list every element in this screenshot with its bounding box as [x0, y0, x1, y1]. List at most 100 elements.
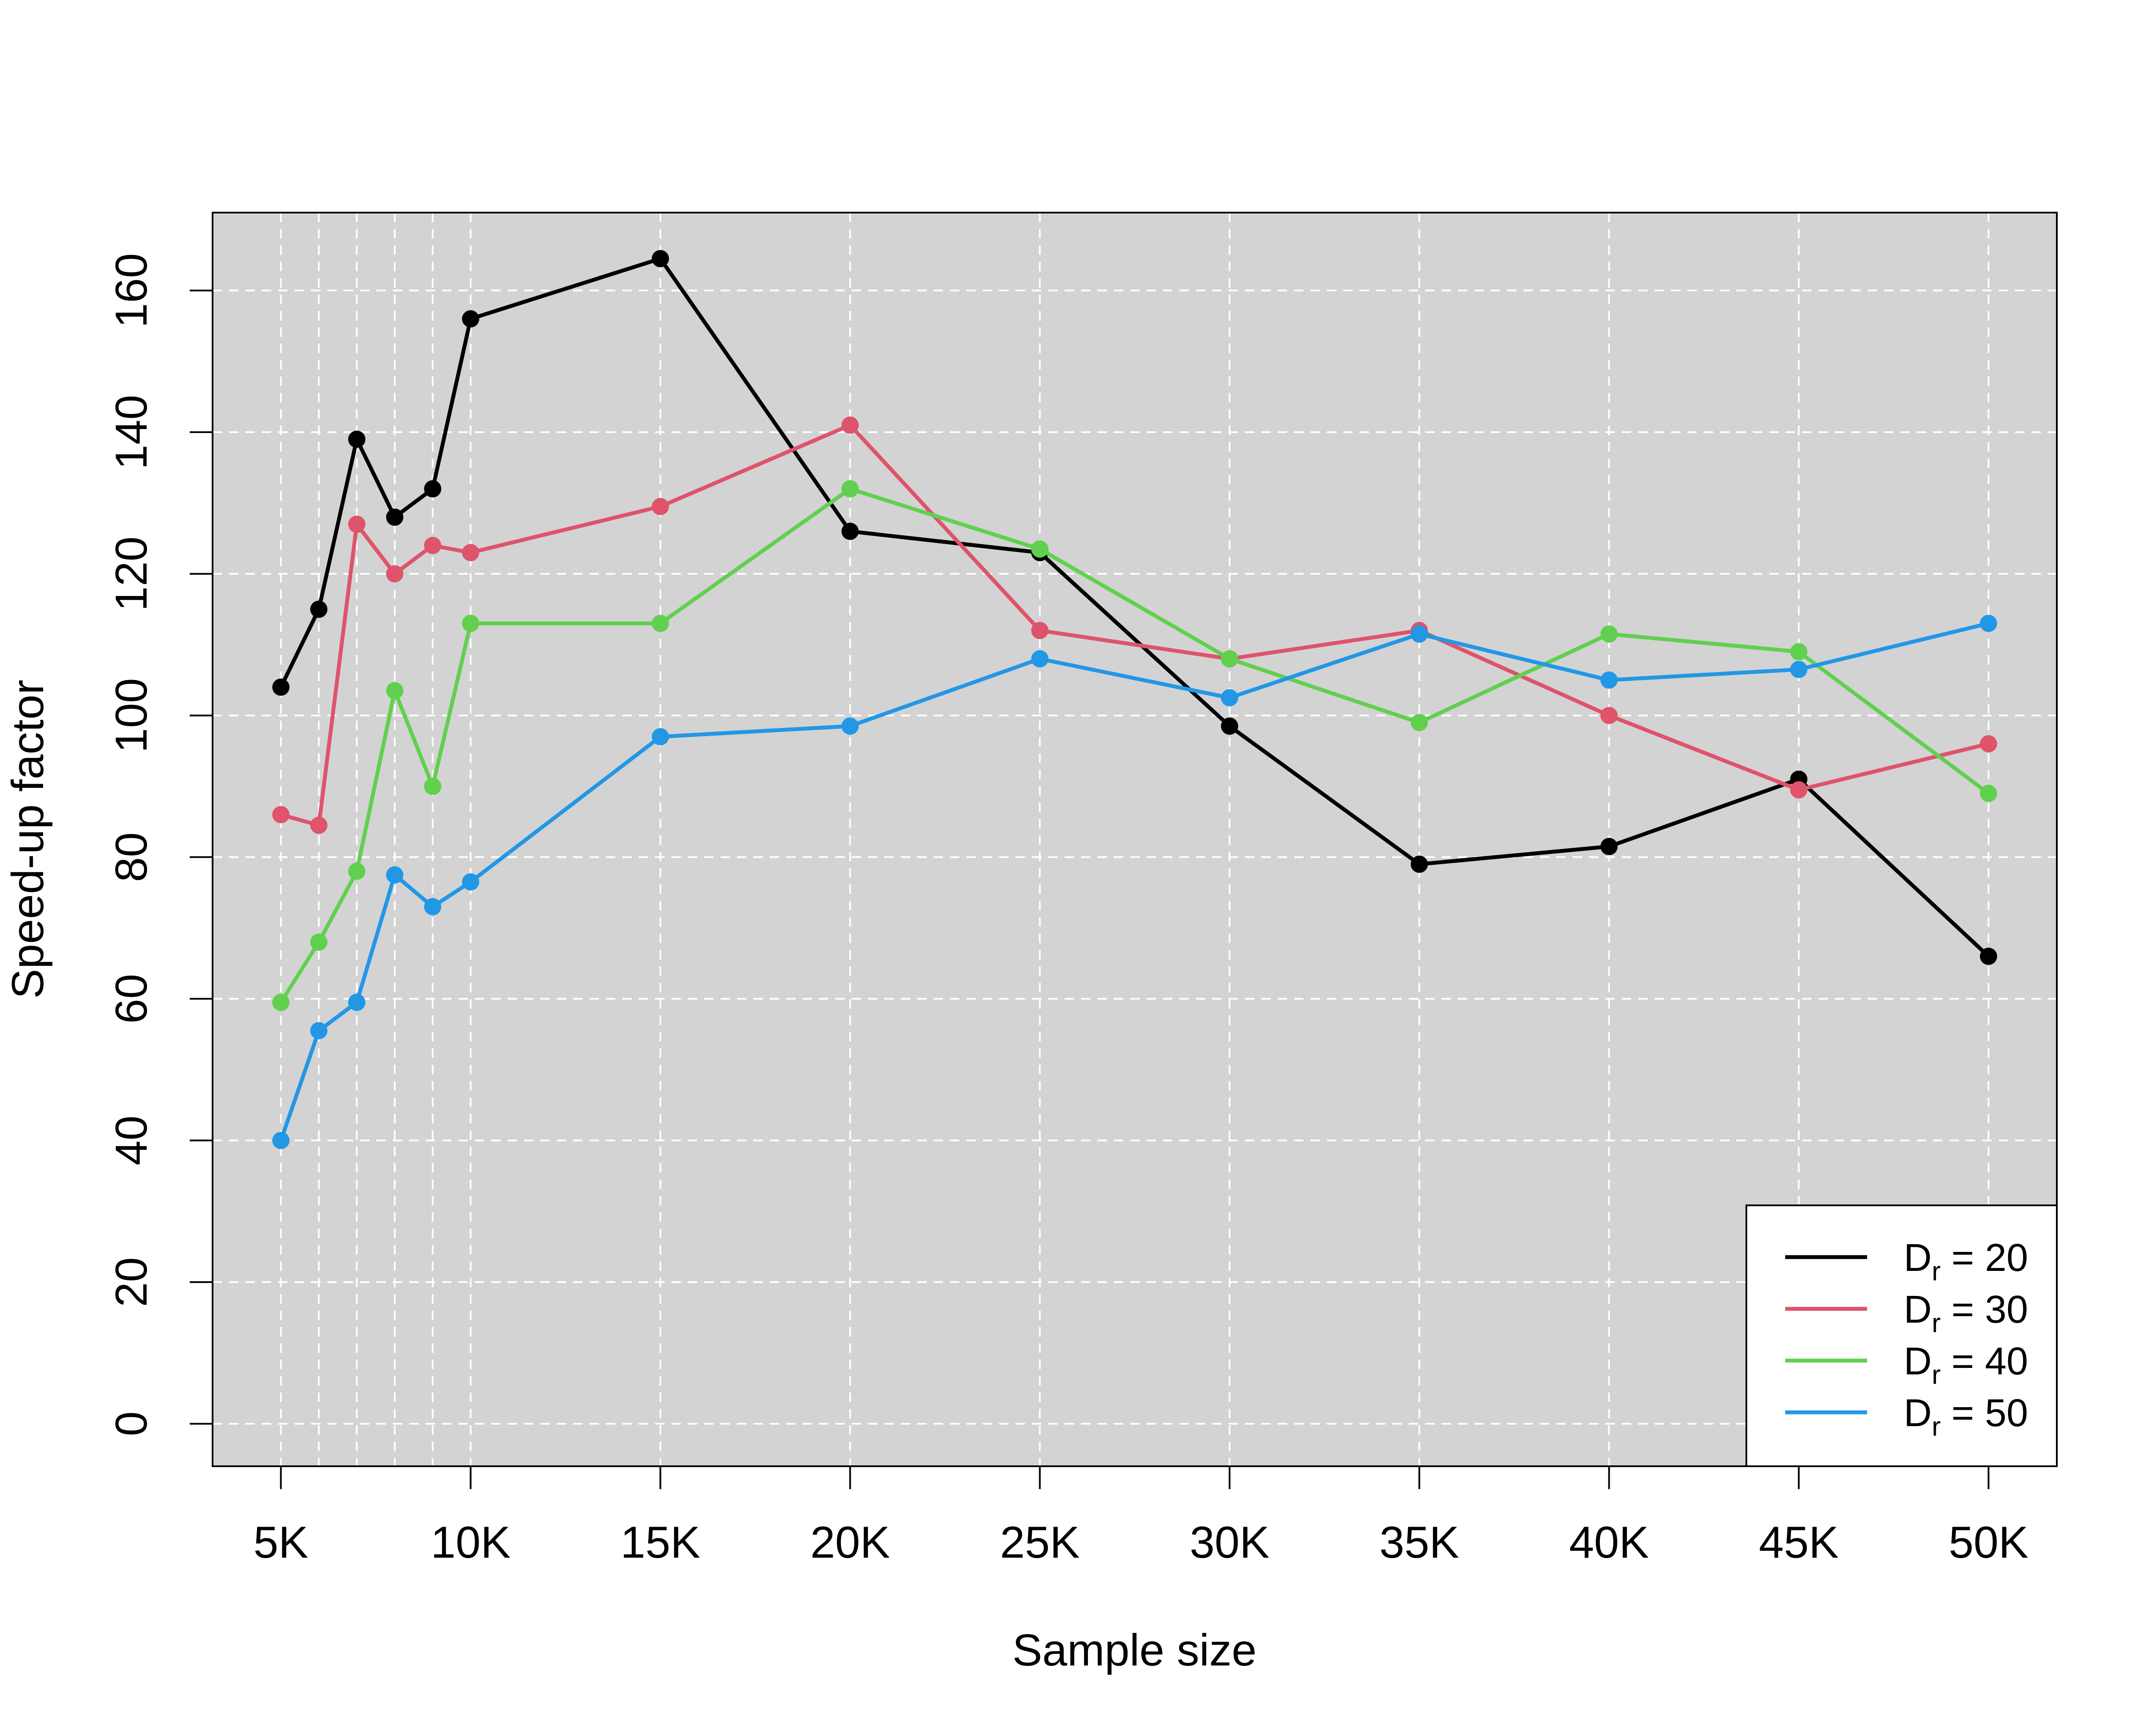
x-tick-label: 15K: [620, 1518, 700, 1568]
data-point: [462, 873, 479, 891]
x-tick-label: 50K: [1949, 1518, 2028, 1568]
data-point: [348, 994, 366, 1011]
x-tick-label: 35K: [1379, 1518, 1459, 1568]
legend-label-symbol: D: [1904, 1288, 1932, 1331]
legend-label-value: = 40: [1941, 1340, 2028, 1383]
data-point: [386, 565, 404, 583]
series-line: [280, 423, 1989, 828]
data-point: [462, 310, 479, 328]
data-point: [1410, 714, 1428, 731]
legend-label: Dr = 20: [1904, 1236, 2028, 1286]
data-point: [272, 678, 290, 696]
x-axis: 5K 10K 15K 20K 25K 30K 35K 40K 45K 50K: [254, 1465, 2028, 1568]
data-point: [1410, 625, 1428, 643]
y-tick-label: 0: [107, 1411, 157, 1436]
legend-label-value: = 20: [1941, 1236, 2028, 1280]
data-point: [652, 615, 669, 632]
legend-label-subscript: r: [1932, 1412, 1941, 1442]
legend-item: Dr = 30: [1785, 1288, 2028, 1338]
data-point: [841, 717, 859, 735]
y-tick-label: 140: [107, 395, 157, 470]
data-point: [386, 508, 404, 526]
data-point: [1790, 661, 1808, 678]
x-tick-label: 45K: [1759, 1518, 1839, 1568]
data-point: [1980, 615, 1997, 632]
data-point: [424, 480, 442, 498]
data-point: [1790, 781, 1808, 799]
data-point: [386, 866, 404, 884]
data-point: [1980, 735, 1997, 753]
data-point: [1600, 837, 1618, 855]
data-point: [386, 682, 404, 699]
grid-lines: [213, 213, 2057, 1466]
data-point: [841, 416, 859, 434]
data-point: [310, 933, 328, 951]
data-point: [1410, 855, 1428, 873]
data-point: [424, 536, 442, 554]
x-tick-label: 40K: [1569, 1518, 1649, 1568]
x-tick-label: 20K: [810, 1518, 890, 1568]
series-line: [279, 257, 1990, 958]
series-50: [272, 615, 1997, 1149]
legend-item: Dr = 20: [1785, 1236, 2028, 1286]
x-axis-label: Sample size: [1012, 1625, 1257, 1675]
series-30: [272, 416, 1997, 834]
data-point: [424, 898, 442, 916]
series-line: [279, 621, 1989, 1141]
legend-item: Dr = 40: [1785, 1340, 2028, 1390]
legend-label-value: = 50: [1941, 1392, 2028, 1435]
y-tick-label: 20: [107, 1257, 157, 1307]
legend-item: Dr = 50: [1785, 1392, 2028, 1442]
series-20: [272, 250, 1997, 965]
legend-label: Dr = 40: [1904, 1340, 2028, 1390]
y-axis-label: Speed-up factor: [3, 680, 53, 999]
data-point: [462, 544, 479, 561]
data-point: [348, 430, 366, 448]
data-point: [310, 1022, 328, 1039]
y-tick-label: 80: [107, 832, 157, 882]
y-tick-label: 40: [107, 1116, 157, 1166]
data-point: [1600, 707, 1618, 724]
x-tick-label: 5K: [254, 1518, 308, 1568]
data-point: [348, 862, 366, 880]
y-tick-label: 60: [107, 974, 157, 1024]
legend-label-subscript: r: [1932, 1360, 1941, 1390]
data-point: [841, 523, 859, 540]
data-point: [1031, 540, 1049, 558]
data-point: [462, 615, 479, 632]
x-tick-label: 30K: [1190, 1518, 1269, 1568]
series-line: [279, 487, 1990, 1004]
legend-label-subscript: r: [1932, 1308, 1941, 1338]
data-point: [1790, 643, 1808, 661]
legend-label-symbol: D: [1904, 1236, 1932, 1280]
data-point: [1031, 650, 1049, 668]
data-point: [272, 1132, 290, 1149]
data-point: [841, 480, 859, 498]
legend-label-subscript: r: [1932, 1257, 1941, 1286]
data-point: [1980, 947, 1997, 965]
y-axis: 0 20 40 60 80 100 120 140 160: [107, 253, 213, 1436]
legend-box: [1745, 1204, 2058, 1467]
data-point: [1221, 717, 1238, 735]
legend-label-symbol: D: [1904, 1392, 1932, 1435]
data-point: [348, 515, 366, 533]
legend-label-value: = 30: [1941, 1288, 2028, 1331]
series-layer: [272, 250, 1997, 1149]
data-point: [272, 806, 290, 824]
data-point: [652, 498, 669, 515]
y-tick-label: 160: [107, 253, 157, 328]
x-tick-label: 25K: [1000, 1518, 1080, 1568]
legend-label-symbol: D: [1904, 1340, 1932, 1383]
legend-label: Dr = 50: [1904, 1392, 2028, 1442]
data-point: [272, 994, 290, 1011]
data-point: [1600, 671, 1618, 689]
data-point: [310, 600, 328, 618]
data-point: [1221, 650, 1238, 668]
legend-label: Dr = 30: [1904, 1288, 2028, 1338]
data-point: [1980, 784, 1997, 802]
x-tick-label: 10K: [431, 1518, 511, 1568]
data-point: [652, 728, 669, 746]
data-point: [310, 816, 328, 834]
